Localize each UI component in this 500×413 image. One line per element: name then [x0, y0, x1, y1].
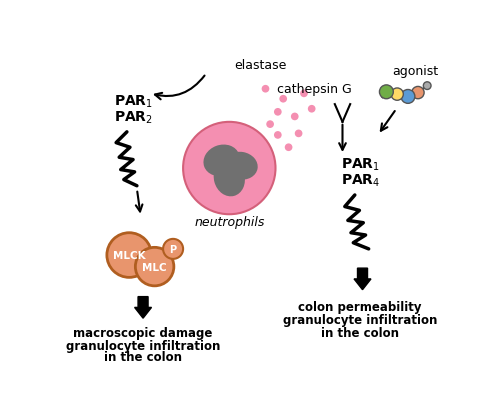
FancyArrow shape	[134, 297, 152, 318]
Text: PAR$_1$: PAR$_1$	[114, 94, 152, 110]
Text: MLCK: MLCK	[113, 250, 146, 261]
Circle shape	[280, 96, 287, 103]
Text: PAR$_2$: PAR$_2$	[114, 109, 152, 125]
Text: P: P	[170, 244, 176, 254]
Circle shape	[424, 83, 431, 90]
Circle shape	[266, 121, 274, 129]
Circle shape	[262, 85, 270, 93]
Text: cathepsin G: cathepsin G	[276, 83, 351, 96]
Text: colon permeability: colon permeability	[298, 300, 422, 313]
Circle shape	[391, 89, 404, 101]
FancyArrowPatch shape	[155, 76, 204, 100]
Circle shape	[284, 144, 292, 152]
Text: neutrophils: neutrophils	[194, 216, 264, 229]
Circle shape	[295, 130, 302, 138]
Text: in the colon: in the colon	[104, 350, 182, 363]
Text: in the colon: in the colon	[321, 326, 399, 339]
Circle shape	[412, 87, 424, 100]
Circle shape	[274, 109, 281, 116]
FancyArrow shape	[354, 268, 371, 290]
Ellipse shape	[224, 152, 258, 180]
Circle shape	[291, 113, 298, 121]
Circle shape	[308, 106, 316, 113]
Circle shape	[380, 85, 394, 100]
Circle shape	[401, 90, 415, 104]
Text: granulocyte infiltration: granulocyte infiltration	[66, 339, 220, 352]
Text: PAR$_1$: PAR$_1$	[340, 157, 380, 173]
Text: MLC: MLC	[142, 262, 167, 272]
Circle shape	[107, 233, 152, 278]
Text: granulocyte infiltration: granulocyte infiltration	[283, 313, 438, 326]
Ellipse shape	[204, 145, 240, 177]
Circle shape	[136, 248, 174, 286]
Ellipse shape	[214, 160, 245, 197]
Text: agonist: agonist	[392, 64, 438, 78]
Text: macroscopic damage: macroscopic damage	[74, 326, 212, 339]
Text: elastase: elastase	[234, 58, 286, 71]
Circle shape	[274, 132, 281, 140]
Circle shape	[300, 90, 308, 98]
Circle shape	[183, 123, 276, 215]
Text: PAR$_4$: PAR$_4$	[340, 172, 380, 188]
Circle shape	[163, 239, 183, 259]
